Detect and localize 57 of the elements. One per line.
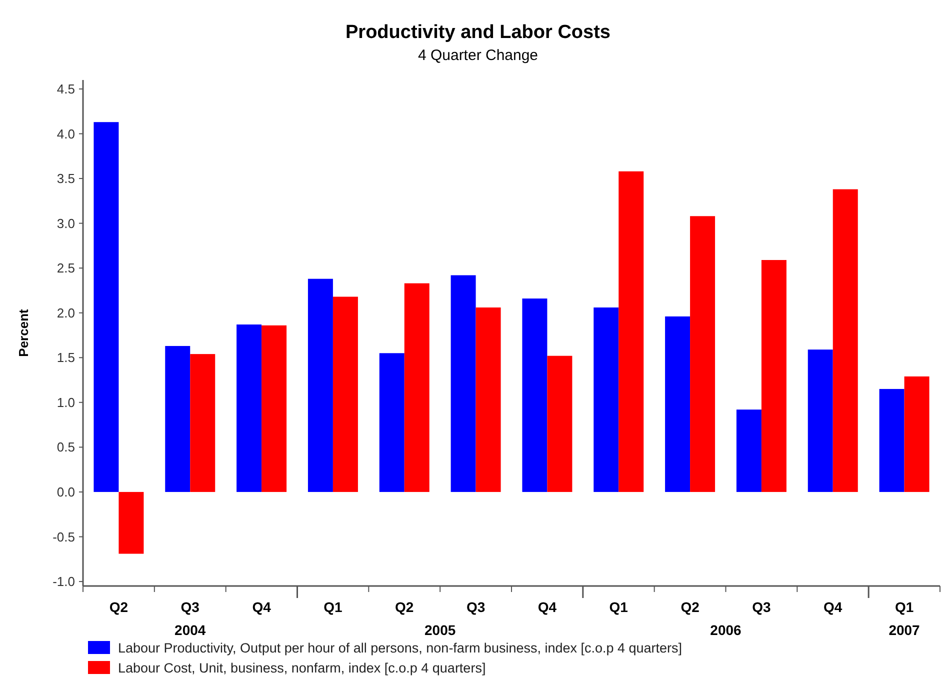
bar [736, 410, 762, 492]
x-tick-label: Q2 [680, 599, 700, 615]
x-tick-label: Q4 [824, 599, 842, 615]
bar [190, 354, 216, 492]
bar [618, 171, 644, 492]
chart-subtitle: 4 Quarter Change [418, 47, 538, 64]
x-tick-label: Q3 [466, 599, 486, 615]
bar [808, 350, 833, 492]
y-tick-label: 1.5 [56, 350, 75, 366]
text: 2006 [710, 622, 742, 638]
legend-label: Labour Cost, Unit, business, nonfarm, index [c.o.p 4 quarters] [118, 660, 486, 676]
y-tick-label: 3.0 [56, 216, 75, 231]
bar [594, 307, 619, 492]
bar [761, 260, 786, 492]
text: 2007 [888, 622, 920, 638]
y-tick-label: -1.0 [52, 574, 75, 590]
text: 2004 [174, 622, 206, 638]
bar [879, 388, 904, 492]
y-axis-title: Percent [16, 308, 31, 357]
x-tick-label: Q1 [894, 599, 914, 615]
x-tick-label: Q1 [324, 599, 343, 615]
y-tick-label: 0.5 [56, 440, 75, 455]
bar [332, 296, 358, 492]
bar [522, 298, 548, 492]
x-tick-label: Q4 [538, 599, 557, 615]
bar [236, 324, 262, 492]
y-tick-label: 1.0 [56, 394, 75, 410]
bar [547, 356, 572, 492]
y-tick-label: 4.0 [56, 126, 75, 142]
text: 2005 [424, 622, 456, 638]
legend-label: Labour Productivity, Output per hour of all persons, non-farm business, index [c.o.p 4 quarters] [118, 640, 682, 656]
y-tick-label: 4.5 [56, 82, 75, 97]
x-tick-label: Q2 [395, 599, 414, 615]
chart-title: Productivity and Labor Costs [346, 22, 610, 43]
y-tick-label: 3.5 [56, 171, 75, 186]
bar [665, 316, 690, 492]
y-tick-label: -0.5 [52, 529, 75, 544]
bar [165, 346, 190, 492]
y-tick-label: 2.5 [56, 260, 75, 276]
bar [118, 492, 144, 554]
bar [94, 122, 119, 492]
bar [262, 325, 287, 492]
x-tick-label: Q3 [752, 599, 772, 615]
x-tick-label: Q2 [109, 599, 128, 615]
bar [904, 376, 930, 492]
bar [404, 283, 430, 492]
y-tick-label: 0.0 [56, 484, 75, 500]
bar [690, 216, 716, 492]
x-tick-label: Q1 [609, 599, 628, 615]
y-tick-label: 2.0 [56, 305, 75, 320]
bar [450, 275, 476, 492]
bar [379, 353, 404, 492]
x-tick-label: Q3 [180, 599, 200, 615]
bar [832, 189, 858, 492]
bar [476, 307, 501, 492]
bar [308, 278, 333, 492]
x-tick-label: Q4 [252, 599, 272, 615]
